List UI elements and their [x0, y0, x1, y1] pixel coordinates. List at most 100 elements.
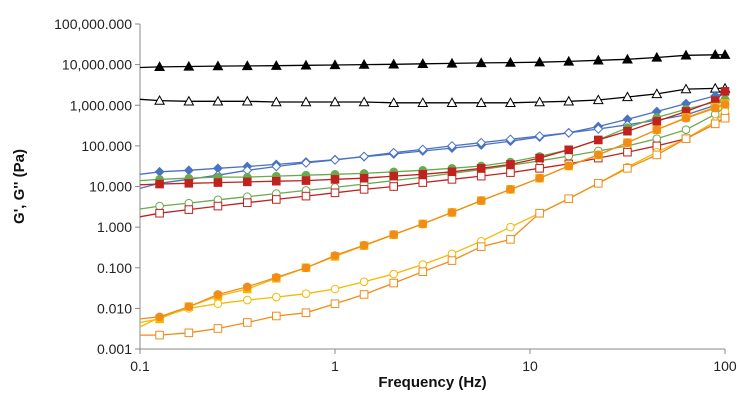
data-point: [301, 158, 311, 168]
series-11: [139, 100, 730, 322]
data-point: [681, 113, 691, 123]
data-point: [652, 117, 662, 126]
data-point: [359, 151, 370, 162]
y-tick-label: 100,000.000: [54, 16, 132, 32]
data-point: [709, 49, 721, 59]
data-point: [417, 58, 429, 68]
data-point: [242, 318, 252, 327]
data-point: [719, 49, 731, 59]
y-tick-label: 1,000.000: [70, 97, 132, 113]
series-7: [139, 87, 730, 189]
data-point: [418, 260, 428, 269]
data-point: [242, 177, 252, 187]
data-point: [388, 147, 399, 158]
data-point: [417, 144, 428, 155]
data-point: [184, 328, 194, 338]
data-point: [358, 96, 370, 107]
data-point: [592, 54, 604, 65]
data-point: [535, 173, 544, 183]
axes: 0.001 0.010 0.100 1.000 10.000 100.000 1,000.0…: [54, 16, 737, 374]
data-point: [155, 208, 164, 218]
data-point: [623, 126, 632, 136]
data-point: [535, 208, 544, 218]
x-tick-label: 10: [522, 358, 538, 374]
data-point: [534, 96, 546, 107]
data-point: [184, 205, 194, 214]
data-point: [505, 97, 516, 107]
series-1: [139, 49, 731, 72]
data-point: [621, 53, 633, 64]
data-point: [271, 195, 281, 204]
data-point: [447, 140, 457, 151]
data-point: [389, 182, 399, 191]
series-line: [139, 111, 726, 328]
data-point: [213, 324, 223, 333]
data-point: [447, 175, 457, 184]
y-tick-label: 10.000: [89, 179, 132, 195]
data-point: [506, 235, 515, 244]
data-point: [623, 147, 632, 157]
series-8: [139, 113, 730, 218]
data-point: [155, 312, 164, 322]
data-point: [593, 124, 604, 134]
data-point: [242, 198, 252, 207]
series-line: [139, 87, 725, 104]
series-5: [139, 95, 730, 184]
data-point: [592, 94, 604, 105]
data-point: [155, 330, 164, 340]
series-line: [139, 54, 725, 69]
data-point: [301, 289, 311, 298]
data-point: [418, 169, 428, 179]
y-tick-label: 1.000: [97, 219, 132, 235]
data-point: [154, 61, 166, 72]
series-line: [139, 90, 726, 186]
data-point: [388, 58, 400, 69]
data-point: [563, 127, 574, 138]
data-point: [329, 96, 341, 107]
data-point: [213, 201, 223, 211]
data-point: [680, 49, 692, 60]
data-point: [506, 160, 515, 169]
data-point: [710, 103, 720, 113]
data-point: [720, 87, 730, 96]
data-point: [359, 173, 369, 183]
data-point: [330, 175, 340, 184]
data-point: [505, 56, 516, 67]
data-point: [476, 171, 486, 181]
data-point: [652, 150, 662, 160]
data-point: [710, 119, 720, 129]
data-point: [271, 161, 282, 172]
data-point: [564, 161, 574, 171]
data-point: [301, 263, 311, 273]
data-point: [300, 59, 312, 70]
data-point: [475, 97, 487, 107]
x-tick-label: 1: [331, 358, 339, 374]
data-point: [389, 171, 399, 181]
data-point: [271, 292, 281, 302]
series-line: [139, 103, 726, 320]
data-point: [680, 83, 692, 94]
series-layer: [139, 49, 731, 340]
data-point: [681, 125, 691, 135]
series-line: [139, 98, 726, 182]
data-point: [213, 290, 223, 299]
data-point: [447, 208, 457, 217]
data-point: [506, 185, 515, 194]
data-point: [593, 135, 603, 145]
x-tick-label: 100: [713, 358, 737, 374]
data-point: [270, 96, 282, 107]
data-point: [300, 96, 312, 107]
data-point: [359, 277, 369, 287]
x-axis-title: Frequency (Hz): [378, 374, 486, 391]
data-point: [681, 134, 691, 144]
data-point: [183, 165, 194, 176]
data-point: [184, 302, 194, 311]
data-point: [535, 153, 544, 163]
data-point: [593, 178, 603, 188]
data-point: [359, 185, 369, 194]
data-point: [447, 256, 457, 265]
data-point: [447, 167, 457, 177]
data-point: [359, 290, 369, 299]
data-point: [651, 51, 663, 62]
data-point: [534, 131, 545, 141]
